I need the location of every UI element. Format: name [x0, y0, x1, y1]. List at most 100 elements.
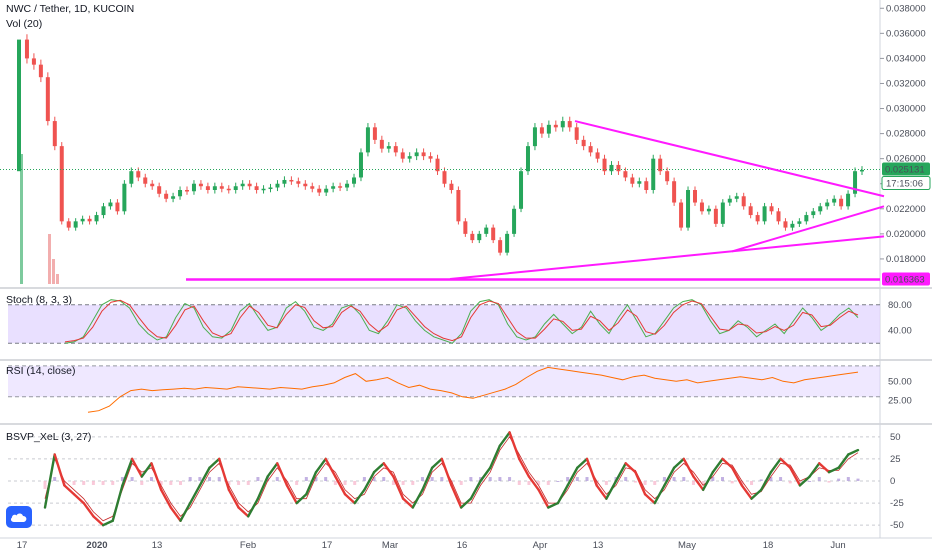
- bsvp-main-segment: [72, 493, 85, 505]
- candle-body: [275, 183, 280, 188]
- candle-body: [748, 206, 753, 216]
- candle-body: [143, 177, 148, 184]
- candle-body: [790, 223, 795, 228]
- bsvp-tick-label: 50: [890, 432, 901, 443]
- bsvp-histogram-bar: [546, 481, 550, 485]
- price-tick-label: 0.034000: [886, 53, 926, 64]
- bsvp-main-segment: [130, 457, 143, 478]
- time-tick-label: Mar: [382, 540, 398, 550]
- bsvp-main-segment: [256, 475, 269, 500]
- candle-body: [588, 146, 593, 153]
- bsvp-histogram-bar: [353, 481, 357, 485]
- bsvp-histogram-bar: [837, 478, 841, 481]
- candle-body: [185, 190, 190, 192]
- support-level-badge[interactable]: [882, 272, 930, 286]
- bsvp-histogram-bar: [256, 477, 260, 481]
- bsvp-histogram-bar: [411, 481, 415, 485]
- candle-body: [769, 206, 774, 212]
- bsvp-main-segment: [489, 444, 502, 469]
- bsvp-histogram-bar: [140, 481, 144, 485]
- candle-body: [17, 39, 21, 172]
- bsvp-main-segment: [711, 457, 724, 474]
- candle-body: [372, 127, 377, 140]
- bsvp-signal-line: [44, 436, 859, 522]
- trendline-upper-resistance[interactable]: [574, 120, 885, 198]
- candle-body: [289, 179, 294, 182]
- volume-bar: [20, 154, 23, 284]
- bsvp-main-segment: [324, 457, 337, 478]
- candle-body: [358, 152, 363, 178]
- candle-body: [679, 202, 684, 228]
- candle-body: [783, 221, 788, 228]
- time-axis[interactable]: 17 2020 13 Feb 17 Mar 16 Apr 13 May 18 Jun: [17, 540, 846, 550]
- candle-body: [324, 188, 329, 193]
- last-price-badge[interactable]: [882, 162, 930, 176]
- trendlines[interactable]: [186, 120, 885, 281]
- bsvp-main-segment: [430, 457, 444, 469]
- bsvp-main-segment: [595, 484, 608, 500]
- candle-body: [546, 124, 551, 134]
- candle-body: [303, 183, 308, 187]
- support-level-text: 0.016363: [885, 274, 925, 285]
- candle-body: [672, 181, 677, 203]
- bsvp-histogram-bar: [430, 477, 434, 481]
- bsvp-main-segment: [372, 462, 385, 474]
- candle-body: [212, 186, 217, 190]
- bsvp-histogram-bar: [246, 481, 250, 485]
- time-tick-label: 13: [152, 540, 163, 550]
- bsvp-histogram-bar: [575, 477, 579, 481]
- candle-body: [505, 233, 510, 253]
- candle-body: [839, 198, 844, 207]
- trendline-inner-support[interactable]: [731, 205, 885, 253]
- bsvp-histogram-bar: [217, 477, 221, 481]
- bsvp-tick-label: 0: [890, 476, 895, 487]
- candle-body: [609, 164, 614, 172]
- bsvp-main-segment: [392, 475, 405, 500]
- time-tick-label: Feb: [240, 540, 256, 550]
- price-axis[interactable]: 0.038000 0.036000 0.034000 0.032000 0.030000…: [880, 3, 926, 265]
- bsvp-histogram-bar: [420, 477, 424, 481]
- stoch-d-line: [64, 299, 859, 343]
- stoch-tick-label: 40.00: [888, 325, 912, 336]
- candle-body: [268, 187, 273, 189]
- candle-body: [219, 186, 224, 189]
- bsvp-main-segment: [643, 493, 656, 505]
- bsvp-main-segment: [188, 484, 202, 505]
- trendline-lower-support[interactable]: [449, 235, 885, 280]
- candle-body: [539, 127, 544, 134]
- bsvp-histogram: [43, 477, 860, 489]
- tradingview-logo[interactable]: [6, 506, 32, 528]
- bsvp-histogram-bar: [808, 481, 812, 482]
- candle-body: [352, 177, 357, 184]
- candle-body: [282, 179, 287, 184]
- bsvp-histogram-bar: [817, 477, 821, 481]
- bsvp-main-segment: [63, 484, 76, 496]
- candle-body: [651, 158, 656, 190]
- bsvp-histogram-bar: [208, 477, 212, 481]
- candle-body: [553, 124, 558, 128]
- bsvp-main-segment: [295, 493, 308, 505]
- price-tick-label: 0.038000: [886, 3, 926, 14]
- bsvp-histogram-bar: [721, 477, 724, 481]
- candle-body: [400, 152, 405, 159]
- price-tick-label: 0.018000: [886, 254, 926, 265]
- bsvp-main-segment: [682, 457, 695, 478]
- bsvp-histogram-bar: [508, 477, 512, 481]
- bsvp-main-segment: [605, 479, 618, 500]
- bsvp-histogram-bar: [517, 481, 521, 485]
- candle-body: [122, 183, 127, 212]
- last-price-text: 0.025131: [885, 165, 925, 176]
- bsvp-main-segment: [779, 457, 792, 469]
- bsvp-main-segment: [701, 470, 715, 492]
- bsvp-main-segment: [43, 453, 56, 509]
- candle-body: [317, 188, 322, 193]
- bsvp-histogram-bar: [43, 481, 47, 489]
- candle-body: [832, 198, 837, 203]
- bsvp-title: BSVP_XeL (3, 27): [6, 431, 91, 443]
- candle-body: [164, 193, 169, 199]
- bsvp-main-segment: [382, 462, 395, 478]
- candle-body: [470, 233, 475, 241]
- bsvp-main-segment: [169, 506, 182, 522]
- bsvp-histogram-bar: [459, 481, 463, 485]
